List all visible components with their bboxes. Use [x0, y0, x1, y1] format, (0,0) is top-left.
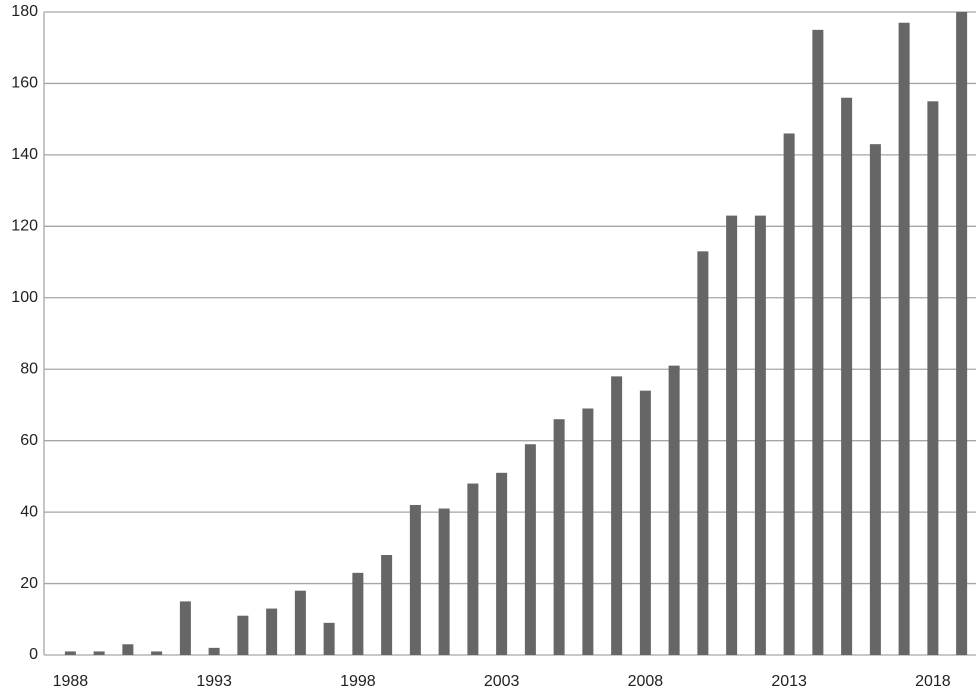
bar [294, 590, 306, 655]
bar [237, 615, 249, 655]
bar [496, 472, 508, 655]
y-tick-label: 40 [20, 503, 38, 520]
y-tick-label: 60 [20, 432, 38, 449]
bar [64, 651, 76, 655]
y-tick-label: 140 [11, 146, 38, 163]
bar [151, 651, 163, 655]
bar [122, 644, 134, 655]
bar [381, 554, 393, 655]
bar [208, 647, 220, 655]
bar [783, 133, 795, 655]
y-tick-label: 100 [11, 289, 38, 306]
bar [179, 601, 191, 655]
bar [927, 101, 939, 656]
bar [841, 97, 853, 655]
bar [352, 572, 364, 655]
y-tick-label: 180 [11, 3, 38, 20]
x-tick-label: 1998 [340, 673, 376, 690]
bar [869, 144, 881, 655]
x-tick-label: 1993 [196, 673, 232, 690]
bar [956, 12, 968, 655]
y-tick-label: 0 [29, 646, 38, 663]
bar [93, 651, 105, 655]
bar [611, 376, 623, 655]
x-tick-label: 2008 [628, 673, 664, 690]
bar [668, 365, 680, 655]
y-tick-label: 80 [20, 360, 38, 377]
y-tick-label: 160 [11, 75, 38, 92]
bar [697, 251, 709, 656]
bar [812, 29, 824, 656]
bar [726, 215, 738, 655]
bar [639, 390, 651, 655]
bar [409, 504, 421, 655]
bar [754, 215, 766, 655]
x-tick-label: 2013 [771, 673, 807, 690]
bar [898, 22, 910, 655]
bar [323, 622, 335, 655]
bar [524, 444, 536, 655]
bar [582, 408, 594, 655]
bar [438, 508, 450, 655]
y-tick-label: 20 [20, 575, 38, 592]
x-tick-label: 2003 [484, 673, 520, 690]
bar [553, 419, 565, 655]
x-tick-label: 1988 [53, 673, 89, 690]
bar [467, 483, 479, 655]
bar [266, 608, 278, 655]
x-tick-label: 2018 [915, 673, 951, 690]
y-tick-label: 120 [11, 218, 38, 235]
